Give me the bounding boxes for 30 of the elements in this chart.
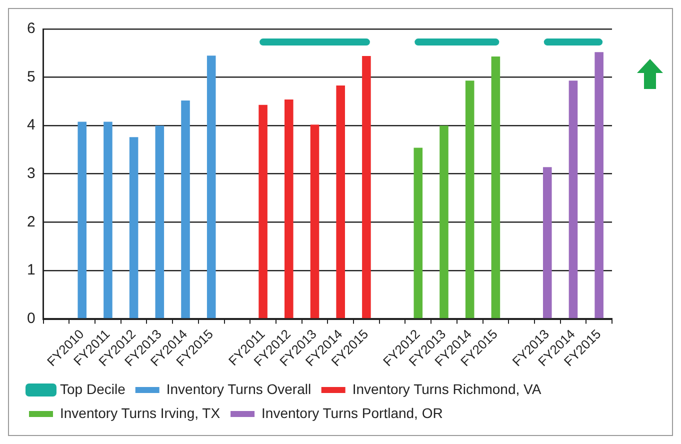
bar — [129, 137, 138, 318]
bar — [206, 56, 216, 318]
bar — [258, 104, 268, 318]
bar — [310, 124, 320, 318]
bar — [155, 126, 164, 318]
legend-label: Inventory Turns Richmond, VA — [352, 380, 542, 397]
bar — [440, 126, 448, 318]
legend-label: Top Decile — [60, 380, 126, 397]
bar — [181, 100, 190, 318]
y-tick-label: 4 — [27, 116, 36, 134]
bar — [362, 56, 371, 318]
legend-label: Inventory Turns Irving, TX — [60, 404, 221, 421]
y-tick-label: 6 — [27, 20, 36, 38]
bar — [568, 80, 578, 318]
y-tick-label: 2 — [27, 213, 36, 230]
bar — [336, 86, 345, 318]
legend-label: Inventory Turns Portland, OR — [262, 404, 443, 421]
y-tick-label: 3 — [27, 165, 36, 182]
bar — [594, 52, 604, 318]
bar — [78, 122, 87, 318]
bar — [465, 80, 474, 318]
bar — [284, 100, 294, 318]
bar — [491, 56, 500, 318]
bar — [104, 122, 112, 318]
y-tick-label: 1 — [27, 262, 36, 279]
bar — [542, 167, 552, 318]
y-tick-label: 0 — [27, 310, 36, 327]
y-tick-label: 5 — [27, 68, 36, 86]
legend-label: Inventory Turns Overall — [166, 380, 312, 397]
bar — [414, 148, 423, 318]
